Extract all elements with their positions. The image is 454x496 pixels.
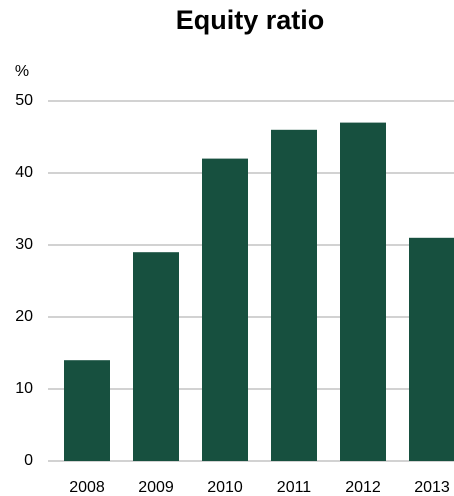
y-tick-label: 50 [15, 92, 33, 109]
x-tick-label: 2013 [414, 479, 450, 496]
chart-title: Equity ratio [176, 5, 325, 35]
bar [271, 129, 317, 462]
y-tick-label: 20 [15, 308, 33, 325]
bar [340, 122, 386, 461]
y-tick-label: 10 [15, 380, 33, 397]
x-tick-label: 2008 [69, 479, 105, 496]
bar [409, 237, 454, 461]
x-tick-label: 2010 [207, 479, 243, 496]
x-tick-label: 2012 [345, 479, 381, 496]
bar [202, 158, 248, 461]
bar [133, 252, 179, 461]
bar [64, 360, 110, 461]
x-tick-label: 2009 [138, 479, 174, 496]
y-tick-label: 40 [15, 164, 33, 181]
y-tick-label: 0 [24, 452, 33, 469]
y-tick-label: 30 [15, 236, 33, 253]
y-axis-label: % [15, 63, 29, 80]
x-tick-label: 2011 [277, 479, 312, 496]
